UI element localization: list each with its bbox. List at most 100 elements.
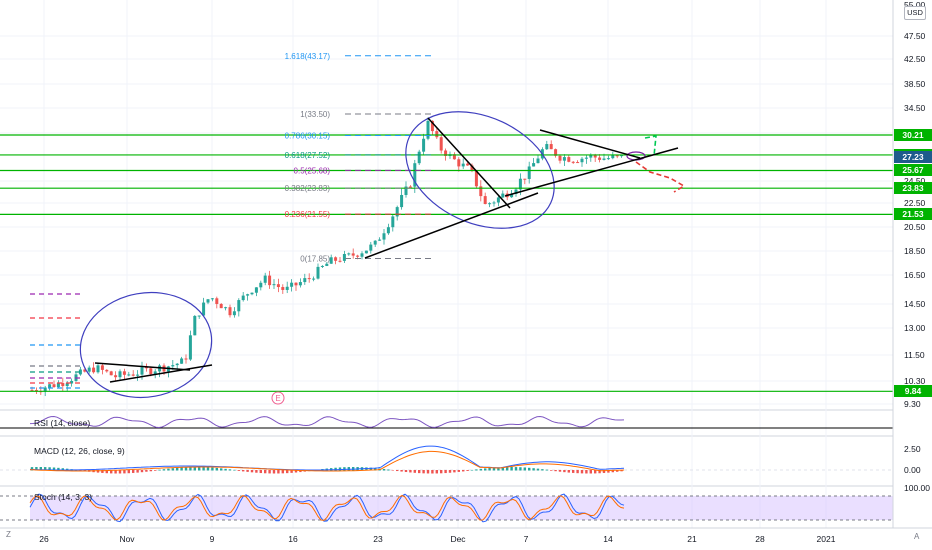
macd-bar (501, 467, 504, 471)
candle-body (263, 275, 267, 283)
candle-body (30, 389, 34, 391)
candle-body (479, 186, 483, 197)
macd-bar (118, 470, 122, 474)
candle-body (571, 161, 575, 163)
candle-body (70, 380, 74, 384)
candle-body (219, 303, 223, 309)
candle (549, 140, 553, 150)
macd-bar (242, 470, 245, 472)
price-tick: 14.50 (904, 299, 926, 309)
drawings[interactable]: E (30, 89, 686, 408)
candle (536, 155, 540, 164)
candle (96, 362, 100, 374)
candle-body (501, 193, 505, 198)
candle (215, 296, 219, 309)
macd-bar (435, 470, 438, 474)
macd-bar (391, 470, 394, 471)
candle-body (78, 369, 82, 375)
zoom-button[interactable]: Z (6, 530, 11, 539)
ellipse-annotation (405, 111, 555, 229)
currency-badge[interactable]: USD (904, 6, 926, 20)
candle (197, 315, 201, 319)
candle-body (228, 307, 232, 316)
candle (479, 180, 483, 202)
macd-bar (567, 470, 570, 473)
candle (523, 178, 527, 185)
macd-bar (462, 470, 465, 472)
candle-body (83, 369, 87, 372)
price-tag: 30.21 (894, 129, 932, 142)
candle-body (140, 367, 144, 375)
macd-bar (145, 470, 148, 472)
price-axis[interactable]: 55.0047.5042.5038.5034.5030.5027.5024.50… (892, 0, 930, 528)
macd-bar (374, 468, 377, 471)
candle (474, 170, 478, 189)
macd-bar (79, 470, 82, 471)
candle-body (527, 166, 531, 179)
time-tick: 7 (524, 534, 529, 544)
candle-body (615, 155, 619, 157)
candle-body (171, 365, 175, 367)
candle-body (391, 216, 395, 228)
time-tick: 26 (39, 534, 49, 544)
macd-bar (136, 470, 139, 473)
trendline (109, 364, 213, 383)
candle (158, 363, 162, 378)
macd-bar (35, 467, 38, 471)
candle (118, 369, 122, 380)
price-tick: 47.50 (904, 31, 926, 41)
candle-body (259, 282, 263, 288)
macd-bar (532, 468, 535, 471)
candle-body (369, 244, 373, 251)
macd-bar (528, 467, 531, 471)
candle-body (184, 358, 188, 360)
macd-bar (220, 468, 223, 471)
auto-scale-button[interactable]: A (914, 532, 920, 541)
candle-body (386, 227, 390, 234)
candle-body (334, 257, 338, 261)
candle-body (87, 367, 91, 372)
candle-body (153, 371, 157, 375)
candle-body (237, 300, 241, 312)
candle-body (312, 278, 316, 280)
macd-bar (290, 470, 293, 473)
candle-body (206, 299, 210, 303)
price-tick: 10.30 (904, 376, 926, 386)
candle-body (457, 159, 461, 167)
time-axis[interactable]: 26 Nov 9 16 23 Dec 7 14 21 28 2021 (0, 527, 932, 544)
macd-bar (268, 470, 271, 474)
macd-bar (198, 467, 201, 471)
macd-bar (404, 470, 408, 473)
macd-bar (506, 467, 509, 471)
candle-body (34, 390, 38, 392)
macd-bar (418, 470, 421, 474)
macd-bar (338, 467, 342, 471)
fib-level-label: 0.236(21.55) (285, 210, 331, 219)
macd-bar (620, 470, 623, 472)
macd-line (29, 445, 625, 471)
candle (114, 371, 118, 382)
fibonacci-retracement[interactable]: 1.618(43.17) 1(33.50) 0.786(30.15) 0.618(27… (285, 52, 435, 264)
candle (246, 293, 250, 301)
time-tick: 2021 (817, 534, 836, 544)
candle-body (439, 137, 443, 151)
candle-body (131, 374, 135, 376)
price-tag: 21.53 (894, 208, 932, 221)
candle-body (580, 158, 584, 163)
candle-body (413, 163, 417, 187)
candle-body (316, 266, 320, 279)
candle (457, 157, 461, 172)
candle-body (395, 207, 399, 217)
candle-body (474, 170, 478, 187)
candle-body (241, 295, 245, 301)
price-tick: 55.00 (904, 0, 926, 10)
macd-bar (563, 470, 566, 473)
candle (105, 369, 109, 373)
candle-body (593, 155, 597, 158)
candle (562, 154, 566, 167)
fib-level-label: 1.618(43.17) (285, 52, 331, 61)
macd-bar (149, 470, 152, 472)
support-resistance-levels[interactable] (0, 134, 893, 392)
candle-body (496, 197, 500, 203)
